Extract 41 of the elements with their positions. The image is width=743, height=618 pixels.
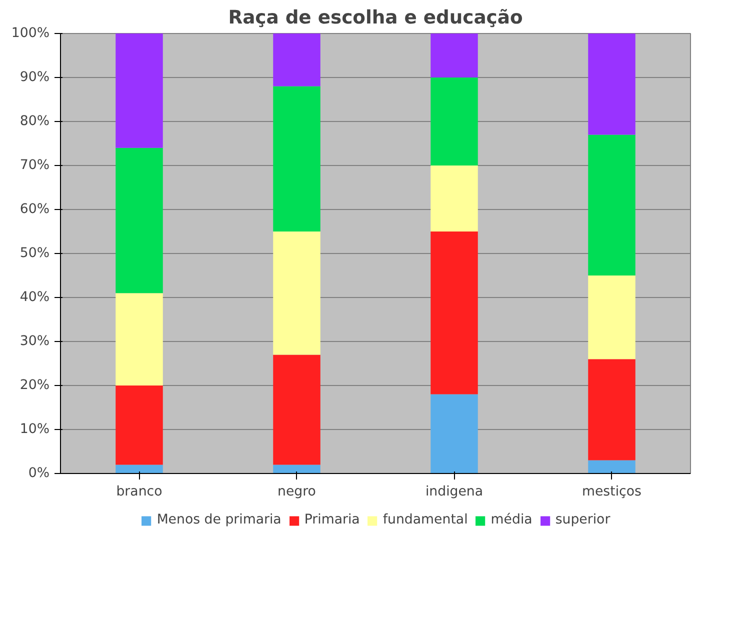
legend-label: Menos de primaria <box>156 512 282 528</box>
bar <box>588 134 636 276</box>
bar <box>273 464 320 474</box>
bar <box>273 86 320 232</box>
bar <box>588 34 636 135</box>
y-tick-label: 10% <box>20 422 50 437</box>
x-tick-label: branco <box>116 484 162 500</box>
bar <box>116 34 163 148</box>
bar <box>116 464 163 474</box>
legend-label: média <box>490 512 532 528</box>
x-tick-label: indigena <box>425 484 484 500</box>
bar <box>116 148 163 294</box>
legend-label: fundamental <box>382 512 468 528</box>
bar <box>588 359 636 460</box>
bar <box>273 354 320 465</box>
x-tick-label: mestiços <box>582 484 642 500</box>
bar <box>116 386 163 465</box>
chart-title: Raça de escolha e educação <box>228 8 523 28</box>
y-tick-label: 70% <box>20 158 50 173</box>
bar <box>430 166 478 232</box>
bar <box>588 276 636 360</box>
bar <box>273 34 320 86</box>
y-tick-label: 90% <box>20 70 50 85</box>
legend-label: Primaria <box>304 512 360 528</box>
y-tick-label: 50% <box>20 246 50 261</box>
y-tick-label: 100% <box>11 26 50 41</box>
bar <box>588 460 636 474</box>
y-tick-label: 0% <box>28 466 50 481</box>
bar <box>273 232 320 355</box>
bar <box>430 34 478 78</box>
legend-label: superior <box>555 512 610 528</box>
bar <box>430 232 478 394</box>
bar <box>430 394 478 474</box>
y-tick-label: 60% <box>20 202 50 217</box>
x-tick-label: negro <box>278 484 316 500</box>
y-tick-label: 30% <box>20 334 50 349</box>
y-tick-label: 40% <box>20 290 50 305</box>
y-tick-label: 80% <box>20 114 50 129</box>
y-tick-label: 20% <box>20 378 50 393</box>
bar <box>430 78 478 166</box>
bar <box>116 293 163 386</box>
